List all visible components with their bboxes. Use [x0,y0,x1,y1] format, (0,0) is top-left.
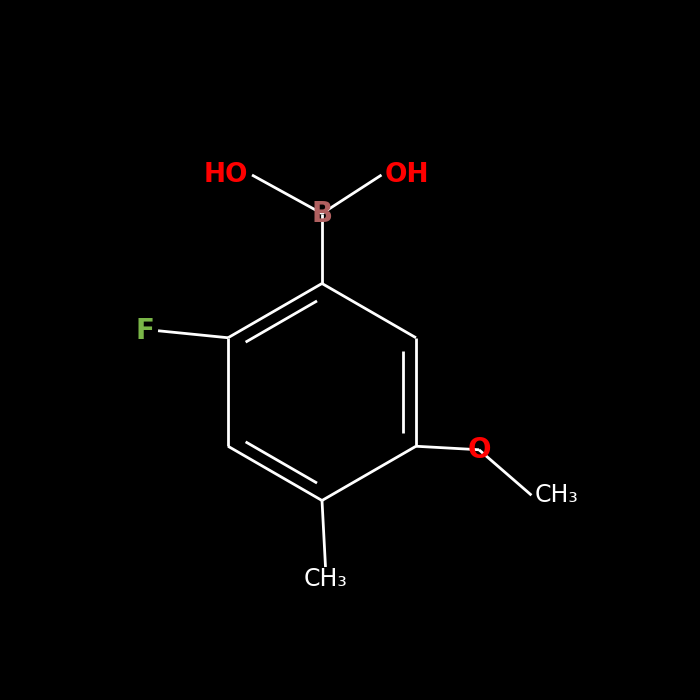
Text: CH₃: CH₃ [535,483,579,507]
Text: O: O [467,435,491,463]
Text: HO: HO [204,162,248,188]
Text: F: F [136,316,155,345]
Text: CH₃: CH₃ [304,567,347,591]
Text: OH: OH [385,162,430,188]
Text: B: B [312,199,332,228]
